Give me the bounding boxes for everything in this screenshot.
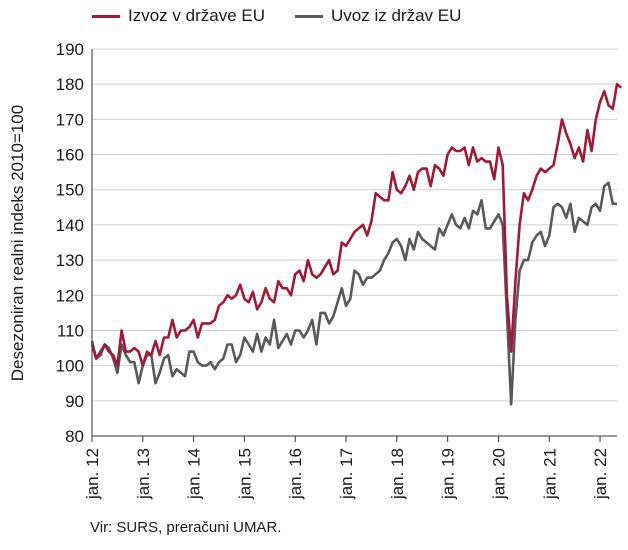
y-tick-label: 160 [56,146,84,165]
x-tick-label: jan. 19 [439,448,458,500]
y-tick-label: 140 [56,216,84,235]
x-tick-label: jan. 14 [185,448,204,500]
x-tick-label: jan. 16 [286,448,305,500]
y-axis-label: Desezoniran realni indeks 2010=100 [8,104,27,382]
x-tick-label: jan. 13 [134,448,153,500]
series-lines [90,82,623,406]
gridlines [92,48,617,402]
x-tick-label: jan. 18 [388,448,407,500]
x-tick-label: jan. 12 [83,448,102,500]
series-line-import [90,181,617,406]
y-tick-label: 190 [56,40,84,59]
y-tick-label: 130 [56,251,84,270]
x-axis-ticks: jan. 12 jan. 13 jan. 14 jan. 15 jan. 16 jan. … [83,436,610,500]
y-tick-label: 90 [65,392,84,411]
legend-swatch-export [92,14,120,18]
y-tick-label: 150 [56,181,84,200]
y-tick-label: 180 [56,75,84,94]
legend-label-import: Uvoz iz držav EU [331,6,462,25]
source-note: Vir: SURS, preračuni UMAR. [90,519,282,536]
axes [91,49,617,437]
y-axis-ticks: 80 90 100 110 120 130 140 150 160 170 180 190 [56,40,84,446]
series-line-export [90,82,623,367]
y-tick-label: 100 [56,357,84,376]
y-tick-label: 80 [65,427,84,446]
y-tick-label: 120 [56,286,84,305]
legend: Izvoz v države EU Uvoz iz držav EU [92,6,461,26]
x-tick-label: jan. 17 [337,448,356,500]
legend-label-export: Izvoz v države EU [128,6,265,25]
x-tick-label: jan. 20 [489,448,508,500]
y-tick-label: 170 [56,110,84,129]
y-tick-label: 110 [57,321,84,340]
legend-item-import: Uvoz iz držav EU [295,6,461,26]
x-tick-label: jan. 22 [591,448,610,500]
legend-swatch-import [295,14,323,18]
x-tick-label: jan. 21 [540,448,559,500]
legend-item-export: Izvoz v države EU [92,6,265,26]
x-tick-label: jan. 15 [235,448,254,500]
